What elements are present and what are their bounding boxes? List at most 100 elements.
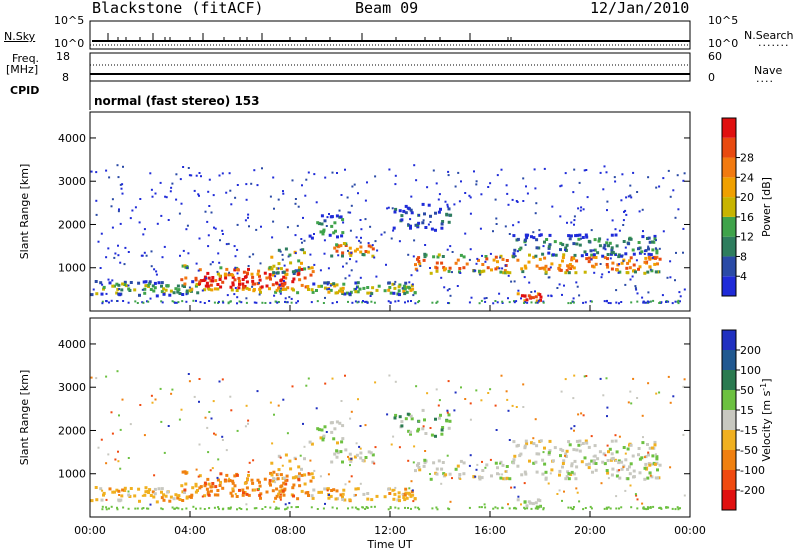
heatmap-cell bbox=[573, 425, 576, 428]
heatmap-cell bbox=[90, 170, 93, 173]
heatmap-cell bbox=[446, 454, 449, 457]
heatmap-cell bbox=[630, 301, 633, 304]
heatmap-cell bbox=[234, 255, 237, 258]
heatmap-cell bbox=[324, 176, 327, 179]
heatmap-cell bbox=[258, 493, 262, 497]
heatmap-cell bbox=[282, 280, 285, 282]
heatmap-cell bbox=[355, 286, 358, 289]
heatmap-cell bbox=[198, 194, 200, 197]
heatmap-cell bbox=[123, 486, 127, 490]
heatmap-cell bbox=[159, 181, 162, 184]
heatmap-cell bbox=[567, 266, 571, 270]
heatmap-cell bbox=[310, 301, 313, 304]
heatmap-cell bbox=[155, 273, 158, 276]
heatmap-cell bbox=[647, 236, 651, 240]
heatmap-cell bbox=[257, 269, 261, 273]
heatmap-cell bbox=[485, 463, 489, 467]
heatmap-cell bbox=[332, 282, 336, 286]
heatmap-cell bbox=[394, 300, 397, 303]
heatmap-cell bbox=[95, 199, 98, 202]
heatmap-cell bbox=[480, 193, 483, 196]
heatmap-cell bbox=[203, 288, 207, 292]
heatmap-cell bbox=[101, 300, 104, 303]
heatmap-cell bbox=[449, 245, 452, 248]
heatmap-cell bbox=[120, 288, 124, 292]
heatmap-cell bbox=[594, 468, 598, 472]
heatmap-cell bbox=[245, 492, 249, 496]
heatmap-cell bbox=[641, 414, 644, 417]
heatmap-cell bbox=[193, 189, 196, 192]
heatmap-cell bbox=[213, 432, 215, 435]
heatmap-cell bbox=[504, 225, 507, 228]
heatmap-cell bbox=[95, 377, 98, 380]
heatmap-cell bbox=[409, 430, 412, 434]
heatmap-cell bbox=[329, 215, 333, 219]
heatmap-cell bbox=[469, 418, 472, 421]
heatmap-cell bbox=[348, 452, 352, 456]
heatmap-cell bbox=[538, 499, 542, 503]
heatmap-cell bbox=[326, 288, 329, 291]
heatmap-cell bbox=[248, 225, 250, 228]
heatmap-cell bbox=[554, 253, 558, 257]
heatmap-cell bbox=[290, 297, 293, 300]
heatmap-cell bbox=[160, 300, 163, 303]
heatmap-cell bbox=[163, 451, 166, 454]
heatmap-cell bbox=[417, 462, 421, 466]
heatmap-cell bbox=[669, 401, 672, 404]
heatmap-cell bbox=[387, 281, 391, 285]
heatmap-cell bbox=[100, 232, 103, 235]
heatmap-cell bbox=[551, 459, 555, 463]
heatmap-cell bbox=[629, 194, 632, 197]
heatmap-cell bbox=[358, 287, 362, 291]
heatmap-cell bbox=[421, 427, 425, 431]
heatmap-cell bbox=[614, 180, 617, 183]
heatmap-cell bbox=[549, 266, 552, 269]
heatmap-cell bbox=[448, 419, 452, 423]
heatmap-cell bbox=[149, 172, 152, 175]
heatmap-cell bbox=[229, 491, 233, 495]
heatmap-cell bbox=[594, 262, 598, 266]
heatmap-cell bbox=[213, 506, 216, 509]
heatmap-cell bbox=[203, 484, 207, 488]
heatmap-cell bbox=[188, 495, 192, 499]
heatmap-cell bbox=[541, 458, 545, 462]
heatmap-cell bbox=[324, 296, 326, 299]
heatmap-cell bbox=[286, 432, 289, 435]
heatmap-cell bbox=[351, 185, 354, 188]
heatmap-cell bbox=[175, 173, 178, 176]
heatmap-cell bbox=[264, 302, 267, 304]
heatmap-cell bbox=[532, 442, 536, 446]
heatmap-cell bbox=[615, 268, 619, 272]
heatmap-cell bbox=[436, 255, 440, 259]
heatmap-cell bbox=[285, 474, 289, 478]
heatmap-cell bbox=[415, 385, 418, 388]
heatmap-cell bbox=[335, 489, 339, 493]
heatmap-cell bbox=[195, 299, 197, 302]
heatmap-cell bbox=[111, 490, 115, 494]
heatmap-cell bbox=[373, 256, 376, 259]
heatmap-cell bbox=[157, 281, 161, 285]
heatmap-cell bbox=[290, 506, 293, 509]
heatmap-cell bbox=[303, 251, 306, 255]
heatmap-cell bbox=[221, 233, 224, 235]
heatmap-cell bbox=[213, 301, 216, 304]
heatmap-cell bbox=[643, 250, 646, 253]
heatmap-cell bbox=[534, 290, 536, 293]
heatmap-cell bbox=[666, 276, 669, 279]
heatmap-cell bbox=[218, 380, 221, 383]
heatmap-cell bbox=[561, 243, 565, 247]
heatmap-cell bbox=[435, 266, 439, 270]
heatmap-cell bbox=[118, 499, 122, 503]
heatmap-cell bbox=[176, 290, 180, 294]
heatmap-cell bbox=[478, 269, 482, 273]
heatmap-cell bbox=[458, 270, 461, 274]
heatmap-cell bbox=[580, 443, 582, 446]
heatmap-cell bbox=[354, 506, 357, 509]
heatmap-cell bbox=[217, 506, 220, 509]
heatmap-cell bbox=[326, 216, 329, 219]
heatmap-cell bbox=[277, 301, 280, 303]
heatmap-cell bbox=[561, 293, 563, 296]
heatmap-cell bbox=[192, 299, 195, 302]
heatmap-cell bbox=[572, 297, 575, 300]
heatmap-cell bbox=[328, 213, 330, 215]
